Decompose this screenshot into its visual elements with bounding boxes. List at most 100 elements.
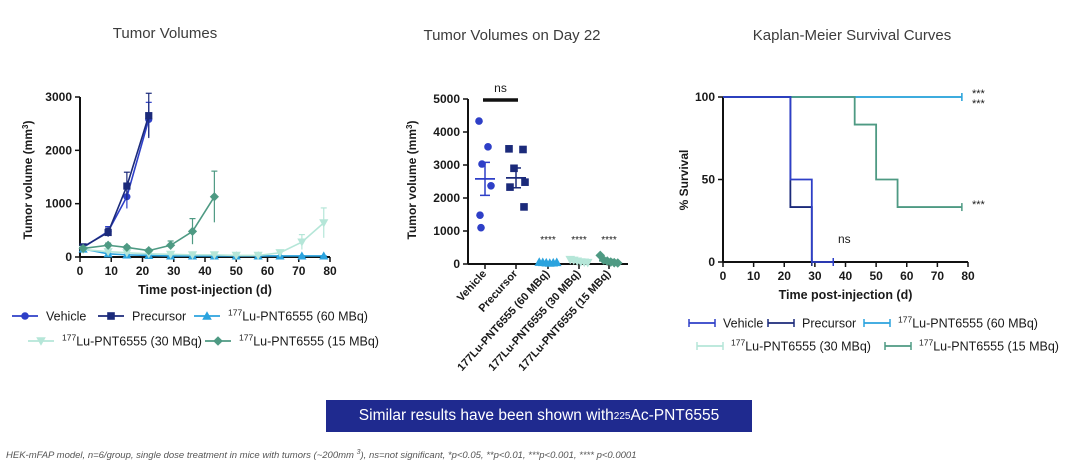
tv-point bbox=[103, 240, 113, 250]
d22-y-tick-label: 4000 bbox=[433, 125, 460, 139]
tv-legend-lu60-label-text: Lu-PNT6555 (60 MBq) bbox=[242, 310, 368, 324]
d22-y-tick-label: 1000 bbox=[433, 224, 460, 238]
results-banner: Similar results have been shown with 225… bbox=[326, 400, 752, 432]
tv-point bbox=[209, 192, 219, 202]
d22-point bbox=[612, 258, 623, 268]
tv-y-tick-label: 2000 bbox=[45, 143, 72, 157]
km-significance-stars: *** bbox=[972, 98, 986, 110]
km-x-tick-label: 40 bbox=[839, 269, 853, 283]
tv-x-tick-label: 40 bbox=[198, 264, 212, 278]
tv-series-line bbox=[83, 196, 216, 252]
tv-y-tick-label: 0 bbox=[65, 250, 72, 264]
tv-point bbox=[145, 112, 153, 120]
tv-x-tick-label: 30 bbox=[167, 264, 181, 278]
tv-point bbox=[187, 226, 198, 236]
tv-y-axis-label: Tumor volume (mm3) bbox=[21, 121, 36, 240]
km-legend-lu15-label-text: Lu-PNT6555 (15 MBq) bbox=[933, 340, 1059, 354]
d22-significance-stars: **** bbox=[571, 235, 587, 246]
d22-point bbox=[505, 145, 513, 153]
tv-point bbox=[319, 251, 329, 260]
km-legend-vehicle-label: Vehicle bbox=[723, 317, 763, 331]
tv-point bbox=[144, 246, 154, 256]
tv-x-tick-label: 60 bbox=[261, 264, 275, 278]
tv-point bbox=[253, 251, 263, 260]
km-legend-lu60-label: 177Lu-PNT6555 (60 MBq) bbox=[898, 315, 1038, 331]
km-legend-lu15-isotope: 177 bbox=[919, 338, 933, 348]
km-x-tick-label: 30 bbox=[808, 269, 822, 283]
tv-series-line bbox=[82, 119, 150, 249]
d22-y-tick-label: 5000 bbox=[433, 92, 460, 106]
tv-point bbox=[103, 248, 113, 257]
tv-point bbox=[231, 251, 241, 260]
tv-series-line bbox=[82, 248, 324, 257]
tv-point bbox=[166, 250, 176, 259]
km-legend-lu60-isotope: 177 bbox=[898, 315, 912, 325]
tv-point bbox=[166, 240, 176, 250]
tv-x-axis-label: Time post-injection (d) bbox=[138, 283, 272, 297]
d22-significance-stars: **** bbox=[540, 235, 556, 246]
tv-point bbox=[319, 219, 329, 228]
banner-agent: Ac-PNT6555 bbox=[630, 407, 720, 424]
tv-point bbox=[187, 251, 198, 260]
km-x-tick-label: 60 bbox=[900, 269, 914, 283]
tumor-volumes-title: Tumor Volumes bbox=[112, 25, 218, 42]
d22-point bbox=[477, 223, 485, 232]
tv-y-label-exp: 3 bbox=[21, 124, 30, 129]
d22-y-tick-label: 0 bbox=[453, 257, 460, 271]
tv-legend-lu30-marker bbox=[36, 337, 46, 346]
d22-point bbox=[595, 250, 606, 261]
km-y-tick-label: 0 bbox=[708, 255, 715, 269]
km-x-tick-label: 10 bbox=[747, 269, 761, 283]
km-legend-lu30-label-text: Lu-PNT6555 (30 MBq) bbox=[745, 340, 871, 354]
km-x-tick-label: 0 bbox=[720, 269, 727, 283]
km-survival-curve bbox=[723, 96, 834, 263]
footnote-part2: ), ns=not significant, *p<0.05, **p<0.01… bbox=[360, 450, 637, 462]
tv-x-tick-label: 50 bbox=[230, 264, 244, 278]
footnote-part1: HEK-mFAP model, n=6/group, single dose t… bbox=[6, 450, 357, 462]
banner-text: Similar results have been shown with bbox=[358, 407, 614, 424]
km-x-tick-label: 70 bbox=[931, 269, 945, 283]
tv-point bbox=[297, 251, 307, 260]
km-legend-precursor-label: Precursor bbox=[802, 317, 856, 331]
km-legend-lu30-label: 177Lu-PNT6555 (30 MBq) bbox=[731, 338, 871, 354]
d22-significance-stars: **** bbox=[601, 235, 617, 246]
tv-series-line bbox=[83, 222, 325, 257]
km-x-axis-label: Time post-injection (d) bbox=[779, 288, 913, 302]
tv-legend-precursor-marker bbox=[107, 312, 115, 320]
tv-legend-lu15-label-text: Lu-PNT6555 (15 MBq) bbox=[253, 335, 379, 349]
day22-title: Tumor Volumes on Day 22 bbox=[423, 27, 601, 44]
tv-legend-lu60-marker bbox=[202, 311, 212, 320]
tv-y-label-close: ) bbox=[21, 121, 35, 125]
tv-legend-precursor-label: Precursor bbox=[132, 310, 186, 324]
tv-point bbox=[275, 249, 285, 258]
tv-point bbox=[123, 182, 131, 190]
banner-isotope: 225 bbox=[613, 410, 631, 422]
d22-y-tick-label: 3000 bbox=[433, 158, 460, 172]
tv-point bbox=[122, 242, 132, 252]
km-significance-stars: *** bbox=[972, 199, 986, 211]
tv-legend-vehicle-label: Vehicle bbox=[46, 310, 86, 324]
km-x-tick-label: 20 bbox=[778, 269, 792, 283]
tv-series-line bbox=[82, 115, 150, 248]
tv-point bbox=[78, 243, 88, 254]
footnote-exp: 3 bbox=[356, 449, 361, 456]
tv-legend-vehicle-marker bbox=[21, 312, 29, 320]
tv-point bbox=[122, 249, 132, 258]
km-title: Kaplan-Meier Survival Curves bbox=[752, 27, 952, 44]
tv-y-tick-label: 1000 bbox=[45, 197, 72, 211]
d22-point bbox=[476, 211, 484, 219]
d22-y-label-close: ) bbox=[405, 121, 419, 125]
d22-y-label-exp: 3 bbox=[405, 124, 414, 129]
d22-point bbox=[487, 181, 495, 190]
km-y-tick-label: 100 bbox=[695, 90, 715, 104]
km-survival-curve bbox=[723, 96, 962, 208]
km-ns-label: ns bbox=[838, 232, 851, 246]
tv-point bbox=[297, 238, 307, 247]
km-legend-lu60-label-text: Lu-PNT6555 (60 MBq) bbox=[912, 317, 1038, 331]
tv-legend-lu15-isotope: 177 bbox=[239, 333, 253, 343]
d22-point bbox=[520, 203, 528, 211]
km-legend-lu15-label: 177Lu-PNT6555 (15 MBq) bbox=[919, 338, 1059, 354]
tv-x-tick-label: 0 bbox=[77, 264, 84, 278]
km-y-tick-label: 50 bbox=[702, 173, 716, 187]
